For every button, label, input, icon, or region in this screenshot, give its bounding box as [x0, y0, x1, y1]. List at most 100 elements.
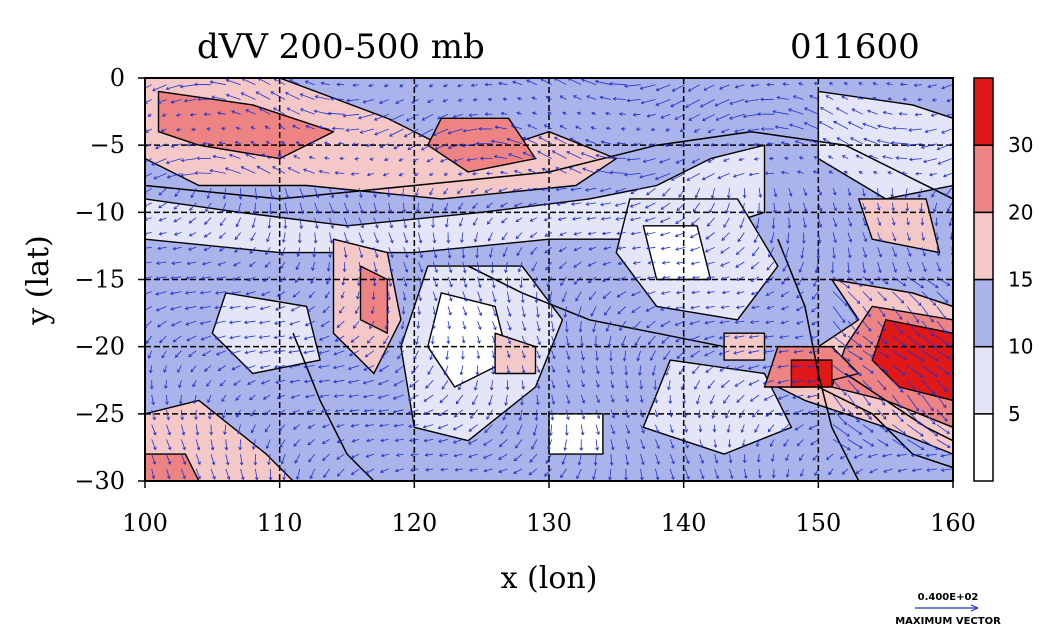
wind-vector — [229, 335, 241, 340]
wind-vector — [803, 122, 819, 130]
wind-vector — [444, 202, 449, 212]
wind-vector — [377, 379, 389, 386]
wind-vector — [214, 305, 226, 310]
wind-vector — [456, 187, 464, 195]
wind-vector — [753, 157, 760, 161]
wind-vector — [674, 320, 686, 326]
wind-vector — [698, 424, 703, 433]
wind-vector — [161, 350, 167, 359]
wind-vector — [714, 99, 730, 107]
wind-vector — [484, 187, 493, 193]
wind-vector — [639, 380, 644, 390]
wind-vector — [513, 468, 523, 474]
wind-vector — [153, 173, 167, 180]
wind-vector — [546, 276, 553, 288]
wind-vector — [862, 365, 874, 374]
wind-vector — [393, 423, 404, 428]
wind-vector — [240, 468, 245, 481]
wind-vector — [872, 82, 878, 86]
wind-vector — [563, 439, 568, 451]
wind-vector — [580, 409, 586, 420]
wind-vector — [866, 109, 878, 115]
wind-vector — [356, 291, 360, 300]
wind-vector — [742, 188, 747, 199]
wind-vector — [531, 261, 538, 272]
wind-vector — [573, 246, 582, 252]
wind-vector — [835, 107, 849, 115]
wind-vector — [414, 83, 419, 88]
wind-vector — [240, 166, 256, 174]
wind-vector — [442, 98, 449, 103]
wind-vector — [422, 424, 434, 429]
wind-vector — [921, 261, 927, 273]
wind-vector — [560, 468, 567, 479]
wind-vector — [259, 108, 271, 115]
wind-vector — [181, 439, 186, 451]
wind-vector — [407, 394, 419, 401]
wind-vector — [238, 188, 243, 200]
wind-vector — [575, 291, 582, 302]
wind-vector — [324, 156, 330, 160]
wind-vector — [749, 394, 760, 402]
wind-vector — [303, 350, 315, 355]
wind-vector — [648, 142, 656, 147]
wind-vector — [289, 320, 301, 326]
wind-vector — [260, 291, 271, 297]
wind-vector — [685, 99, 700, 108]
wind-vector — [901, 171, 908, 176]
wind-vector — [373, 113, 389, 121]
wind-vector — [584, 187, 597, 192]
wind-vector — [366, 335, 375, 344]
wind-vector — [619, 320, 627, 331]
wind-vector — [529, 453, 538, 463]
wind-vector — [175, 113, 182, 117]
wind-vector — [295, 468, 301, 480]
wind-vector — [432, 232, 437, 244]
x-tick-label: 160 — [930, 509, 976, 537]
wind-vector — [407, 409, 419, 415]
wind-vector — [218, 141, 226, 145]
wind-vector — [188, 350, 197, 358]
wind-vector — [288, 350, 300, 354]
wind-vector — [397, 350, 404, 360]
wind-vector — [797, 276, 804, 286]
wind-vector — [758, 188, 763, 198]
wind-vector — [280, 261, 286, 270]
wind-vector — [193, 394, 197, 405]
wind-vector — [624, 468, 628, 481]
wind-vector — [847, 380, 860, 394]
wind-vector — [188, 232, 197, 237]
wind-vector — [587, 231, 597, 236]
wind-vector — [403, 232, 408, 244]
wind-vector — [516, 111, 523, 116]
wind-vector — [145, 261, 152, 264]
colorbar-label: 5 — [1008, 402, 1021, 426]
wind-vector — [505, 276, 510, 289]
wind-vector — [906, 350, 925, 362]
wind-vector — [231, 276, 241, 281]
wind-vector — [210, 468, 216, 480]
plot-area — [145, 78, 953, 481]
wind-vector — [429, 202, 434, 213]
wind-vector — [800, 468, 804, 478]
wind-vector — [189, 202, 197, 212]
wind-vector — [942, 173, 952, 178]
wind-vector — [732, 173, 745, 178]
wind-vector — [709, 202, 715, 214]
wind-vector — [400, 188, 405, 198]
max-vector-caption: MAXIMUM VECTOR — [895, 616, 1001, 627]
wind-vector — [155, 306, 167, 312]
wind-vector — [443, 365, 449, 376]
wind-vector — [740, 424, 745, 434]
wind-vector — [225, 468, 231, 481]
wind-vector — [743, 468, 748, 479]
wind-vector — [473, 217, 478, 226]
wind-vector — [904, 188, 908, 199]
wind-vector — [258, 350, 271, 354]
wind-vector — [689, 335, 700, 342]
wind-vector — [439, 394, 449, 404]
wind-vector — [905, 143, 923, 147]
wind-vector — [855, 468, 864, 474]
wind-vector — [500, 111, 508, 116]
wind-vector — [689, 246, 700, 252]
